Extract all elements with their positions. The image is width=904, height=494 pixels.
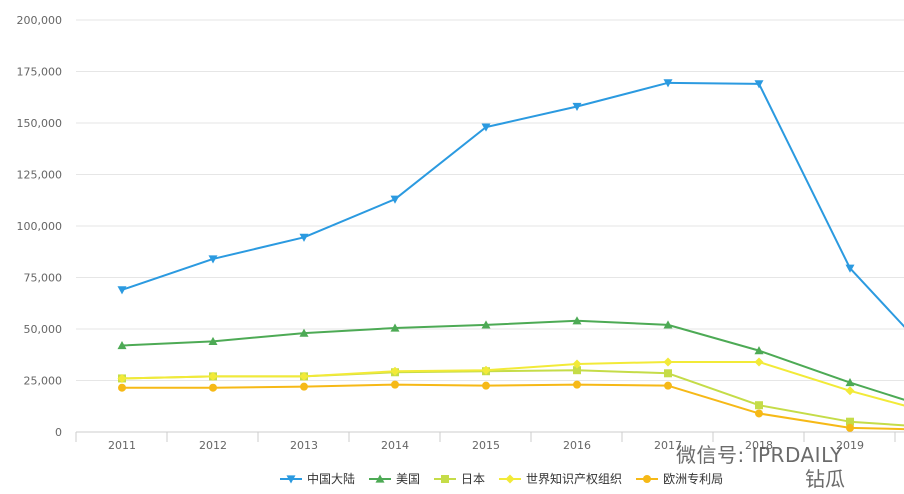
data-point [845,264,855,273]
data-point [390,323,400,332]
legend-swatch [434,474,457,483]
data-point [299,371,309,381]
x-tick-label: 2012 [199,439,227,452]
data-point [663,79,673,88]
series-line [121,319,904,401]
data-point [117,286,127,295]
data-point [754,357,764,367]
y-tick-label: 175,000 [17,66,63,79]
y-tick-label: 75,000 [24,272,63,285]
data-point [482,381,490,390]
data-point [390,366,400,376]
data-point [573,366,581,375]
data-point [754,346,764,355]
data-point [481,320,491,329]
series-3 [117,357,904,407]
series-line [121,81,904,328]
x-tick-label: 2014 [381,439,409,452]
y-tick-label: 50,000 [24,323,63,336]
series-group [117,79,904,432]
data-point [845,386,855,396]
data-point [755,401,763,410]
legend-label: 欧洲专利局 [663,472,724,486]
legend-swatch [369,474,392,483]
legend-swatch [280,474,302,483]
legend-marker [375,474,385,483]
x-tick-label: 2018 [745,439,773,452]
data-point [391,380,399,389]
series-line [122,383,904,431]
series-line [121,360,904,407]
legend-item[interactable]: 中国大陆 [280,470,355,487]
x-axis: 2011 2012 2013 2014 2015 2016 2017 2018 2019 [75,431,904,452]
legend-item[interactable]: 世界知识产权组织 [499,470,622,487]
y-tick-label: 100,000 [17,220,63,233]
data-point [118,383,126,392]
x-tick-label: 2016 [563,439,591,452]
data-point [572,102,582,112]
data-point [390,195,400,204]
data-point [209,383,217,392]
legend-label: 美国 [396,472,421,486]
data-point [299,328,309,337]
legend: 中国大陆 美国 日本 世界知识产权组织 欧洲专利局 [280,470,723,487]
legend-label: 中国大陆 [307,472,356,486]
x-tick-label: 2015 [472,439,500,452]
legend-item[interactable]: 欧洲专利局 [636,470,723,487]
x-tick-label: 2011 [108,439,136,452]
watermark-brand: 钻瓜 [805,467,845,491]
x-tick-label: 2013 [290,439,318,452]
y-tick-label: 25,000 [24,375,63,388]
data-point [481,123,491,132]
data-point [299,233,309,242]
legend-swatch [499,474,522,483]
data-point [846,423,854,432]
legend-swatch [636,474,659,483]
x-tick-label: 2019 [836,439,864,452]
data-point [754,80,764,89]
data-point [755,409,763,418]
data-point [572,316,582,325]
legend-item[interactable]: 美国 [369,470,420,487]
x-tick-label: 2017 [654,439,682,452]
series-0 [117,79,904,328]
legend-label: 世界知识产权组织 [526,472,623,486]
data-point [300,382,308,391]
grid-lines [76,19,904,381]
legend-marker [643,474,652,483]
data-point [117,373,127,383]
data-point [208,336,218,345]
y-tick-label: 0 [55,426,62,439]
y-axis: 0 25,000 50,000 75,000 100,000 125,000 150,000… [17,14,63,439]
legend-marker [505,474,515,483]
data-point [663,357,673,367]
series-line [121,369,904,427]
data-point [846,417,854,426]
data-point [663,320,673,329]
data-point [664,381,672,390]
data-point [573,380,581,389]
data-point [208,371,218,381]
data-point [664,369,672,378]
series-4 [118,380,904,432]
series-1 [117,316,904,401]
legend-label: 日本 [461,472,486,486]
watermark-wechat-id: 微信号: IPRDAILY [676,443,843,467]
data-point [481,365,491,375]
legend-item[interactable]: 日本 [434,470,485,487]
legend-marker [441,474,450,483]
legend-marker [286,474,296,483]
data-point [572,359,582,369]
y-tick-label: 150,000 [17,117,63,130]
data-point [845,378,855,387]
y-tick-label: 125,000 [17,169,63,182]
data-point [117,340,127,350]
data-point [208,255,218,264]
y-tick-label: 200,000 [17,14,63,27]
